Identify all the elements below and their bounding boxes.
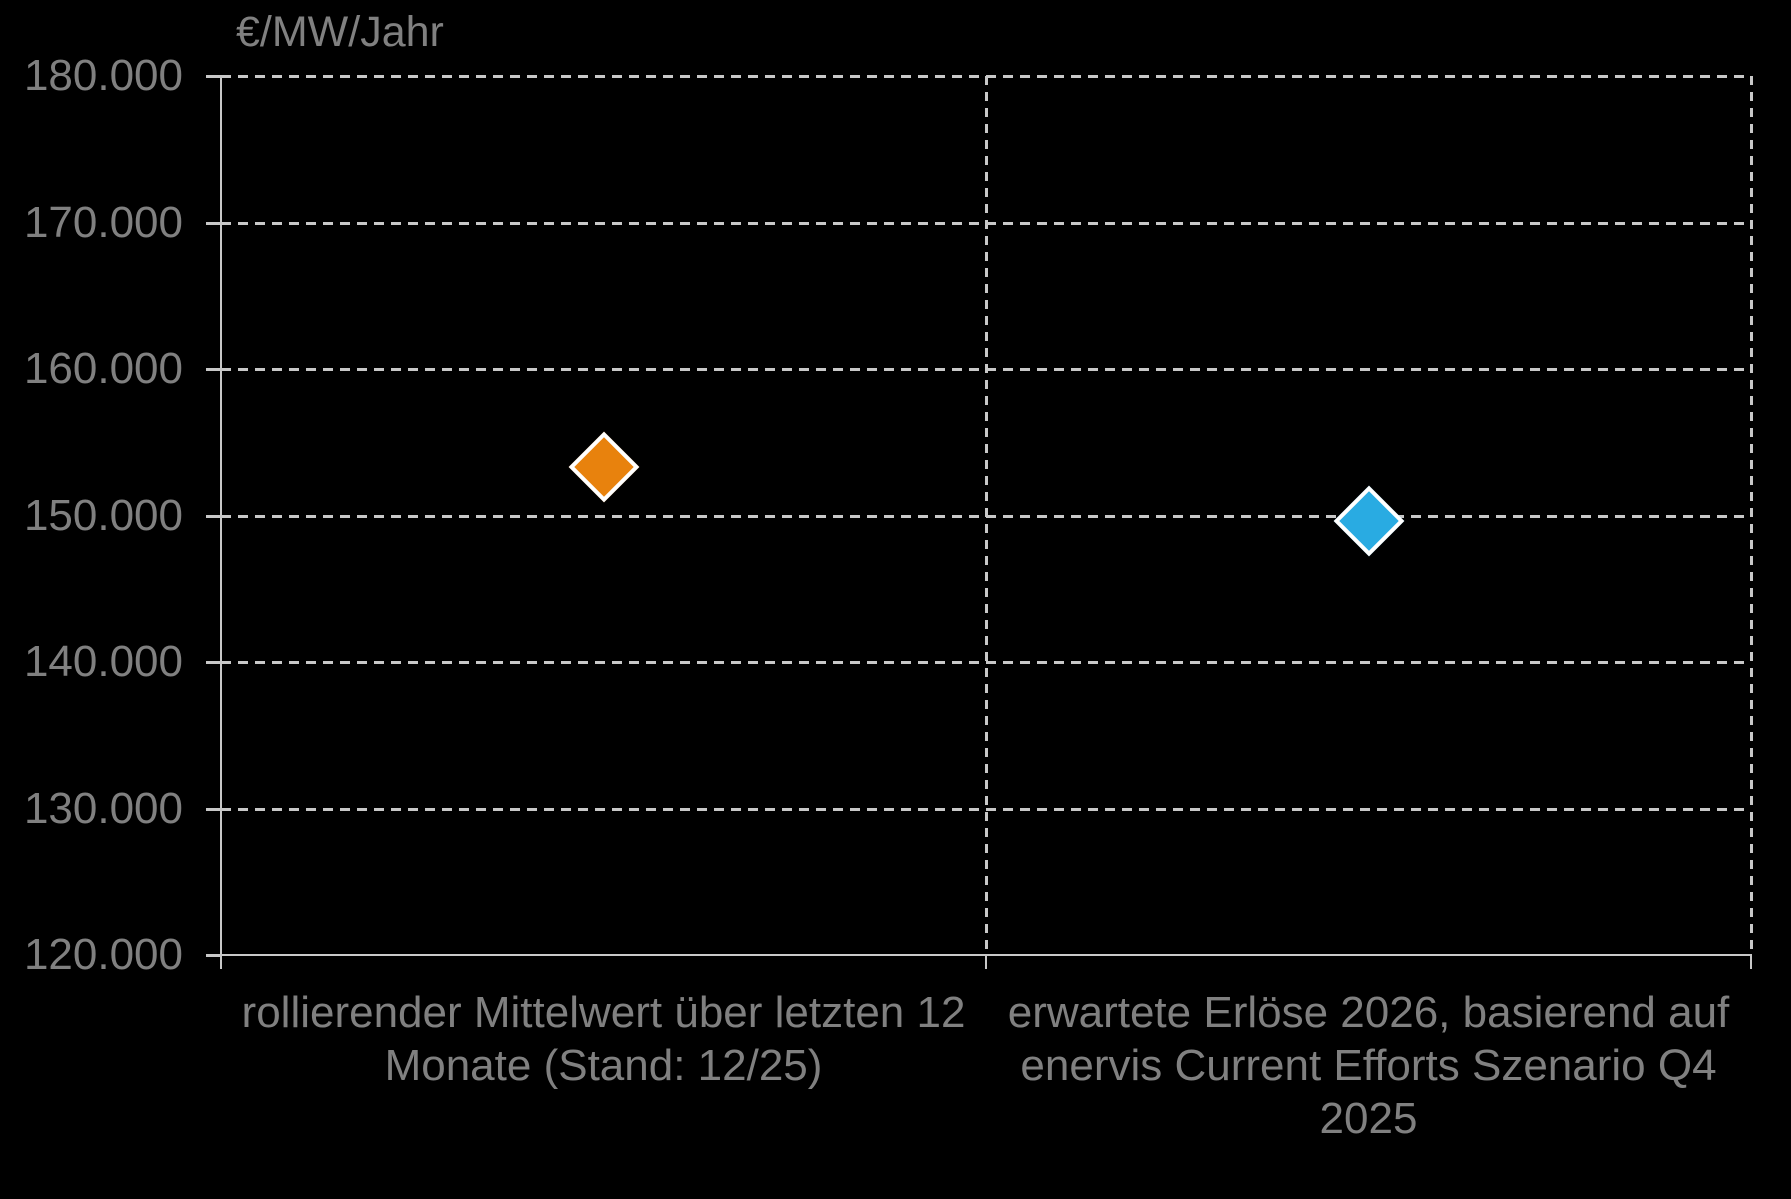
y-tick-mark — [206, 954, 221, 957]
x-gridline — [985, 76, 988, 955]
y-tick-mark — [206, 75, 221, 78]
y-tick-label: 140.000 — [23, 637, 183, 686]
data-point-diamond — [1333, 486, 1404, 557]
y-tick-label: 170.000 — [23, 197, 183, 247]
y-tick-label: 150.000 — [23, 490, 183, 540]
x-tick-mark — [1750, 955, 1752, 969]
y-axis-title: €/MW/Jahr — [236, 8, 444, 56]
y-tick-label: 180.000 — [23, 51, 183, 100]
y-tick-mark — [206, 807, 221, 811]
x-gridline — [1750, 76, 1753, 955]
y-tick-label: 130.000 — [23, 783, 183, 833]
category-label: rollierender Mittelwert über letzten 12 … — [241, 988, 966, 1090]
y-tick-mark — [206, 514, 221, 518]
y-tick-mark — [206, 221, 221, 225]
y-axis-line — [220, 76, 222, 955]
category-label: erwartete Erlöse 2026, basierend auf ene… — [1007, 988, 1730, 1143]
y-tick-mark — [206, 661, 221, 664]
data-point-diamond — [568, 431, 639, 503]
y-tick-label: 120.000 — [23, 930, 183, 979]
x-tick-mark — [985, 955, 987, 969]
y-tick-mark — [206, 368, 221, 371]
y-tick-label: 160.000 — [23, 344, 183, 393]
x-tick-mark — [220, 955, 222, 969]
